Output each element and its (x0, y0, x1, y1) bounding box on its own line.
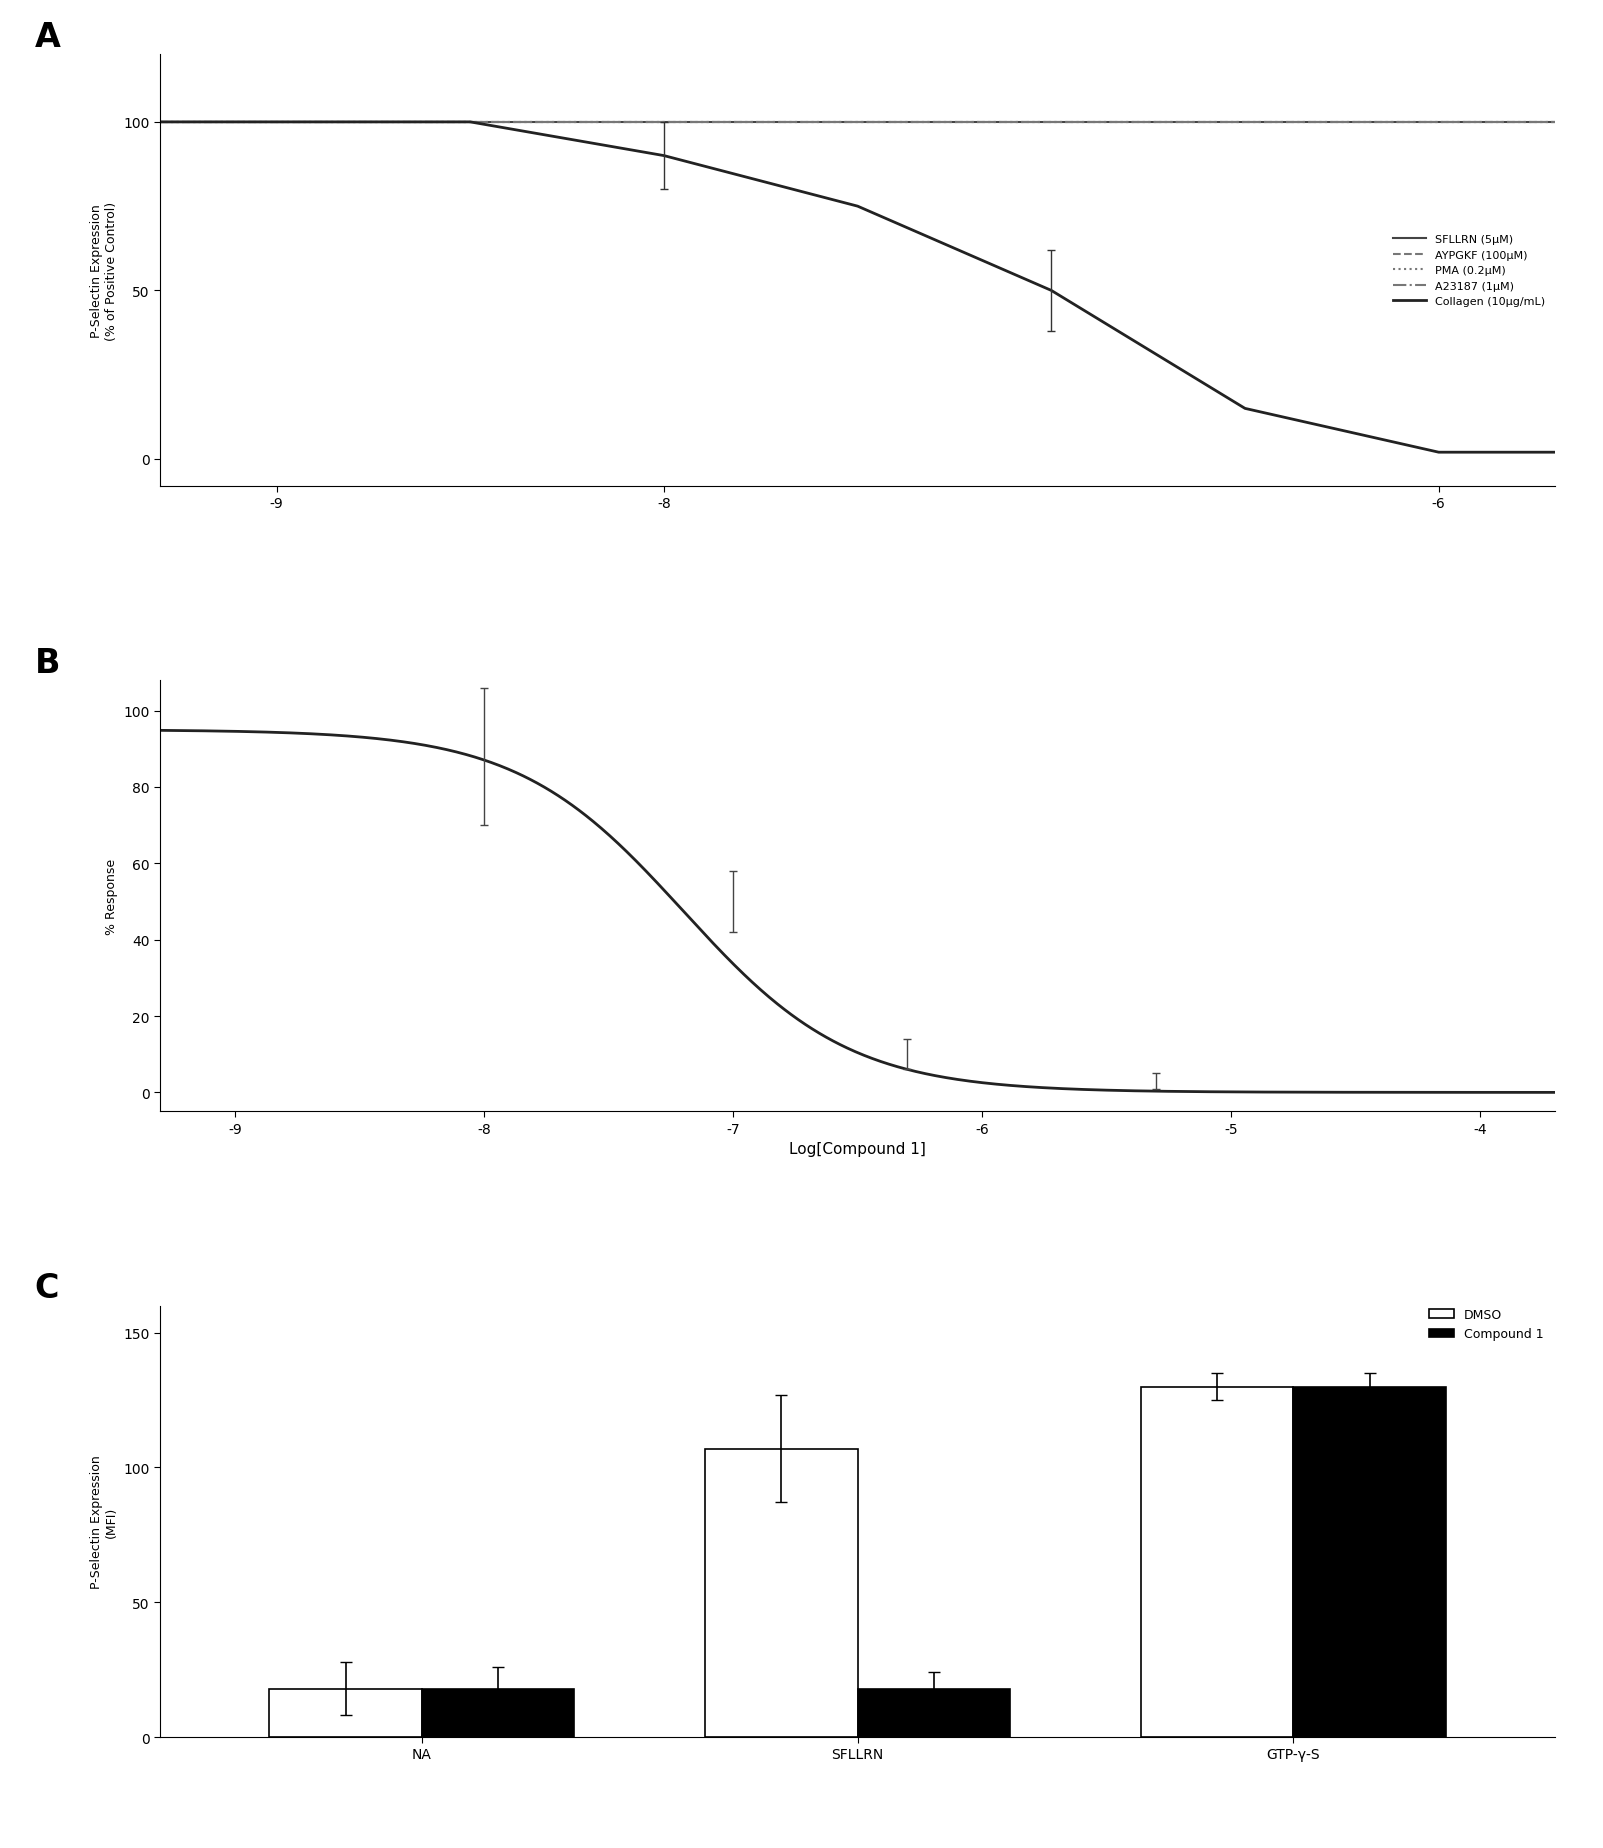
PMA (0.2μM) (654, 111, 673, 133)
Line: Collagen (10μg/mL): Collagen (10μg/mL) (160, 122, 1555, 453)
Collagen (10μg/mL) (1430, 442, 1449, 464)
PMA (0.2μM) (1545, 111, 1565, 133)
Collagen (10μg/mL) (268, 111, 287, 133)
A23187 (1μM) (1545, 111, 1565, 133)
SFLLRN (5μM) (1545, 111, 1565, 133)
AYPGKF (100μM) (1042, 111, 1061, 133)
Collagen (10μg/mL) (151, 111, 170, 133)
A23187 (1μM) (848, 111, 867, 133)
Bar (1294, 1386, 1446, 1737)
SFLLRN (5μM) (1236, 111, 1255, 133)
Y-axis label: P-Selectin Expression
(% of Positive Control): P-Selectin Expression (% of Positive Con… (90, 201, 119, 340)
Text: B: B (35, 647, 61, 680)
Y-axis label: P-Selectin Expression
(MFI): P-Selectin Expression (MFI) (90, 1454, 119, 1589)
Bar (1141, 1386, 1294, 1737)
Bar (705, 1449, 858, 1737)
PMA (0.2μM) (268, 111, 287, 133)
SFLLRN (5μM) (1430, 111, 1449, 133)
PMA (0.2μM) (848, 111, 867, 133)
SFLLRN (5μM) (460, 111, 479, 133)
A23187 (1μM) (151, 111, 170, 133)
Collagen (10μg/mL) (654, 146, 673, 168)
AYPGKF (100μM) (1545, 111, 1565, 133)
AYPGKF (100μM) (151, 111, 170, 133)
PMA (0.2μM) (1430, 111, 1449, 133)
X-axis label: Log[Compound 1]: Log[Compound 1] (789, 1142, 927, 1157)
SFLLRN (5μM) (848, 111, 867, 133)
Legend: DMSO, Compound 1: DMSO, Compound 1 (1423, 1303, 1548, 1345)
Text: A: A (35, 20, 61, 54)
AYPGKF (100μM) (460, 111, 479, 133)
PMA (0.2μM) (1236, 111, 1255, 133)
SFLLRN (5μM) (151, 111, 170, 133)
Bar (858, 1689, 1010, 1737)
AYPGKF (100μM) (1236, 111, 1255, 133)
A23187 (1μM) (654, 111, 673, 133)
AYPGKF (100μM) (268, 111, 287, 133)
Text: C: C (35, 1271, 59, 1305)
Bar (422, 1689, 574, 1737)
Legend: SFLLRN (5μM), AYPGKF (100μM), PMA (0.2μM), A23187 (1μM), Collagen (10μg/mL): SFLLRN (5μM), AYPGKF (100μM), PMA (0.2μM… (1388, 231, 1550, 312)
Y-axis label: % Response: % Response (104, 857, 119, 935)
PMA (0.2μM) (151, 111, 170, 133)
A23187 (1μM) (1042, 111, 1061, 133)
PMA (0.2μM) (460, 111, 479, 133)
A23187 (1μM) (460, 111, 479, 133)
AYPGKF (100μM) (654, 111, 673, 133)
Collagen (10μg/mL) (1545, 442, 1565, 464)
Bar (269, 1689, 422, 1737)
A23187 (1μM) (1236, 111, 1255, 133)
SFLLRN (5μM) (1042, 111, 1061, 133)
Collagen (10μg/mL) (848, 196, 867, 218)
Collagen (10μg/mL) (1042, 281, 1061, 303)
A23187 (1μM) (1430, 111, 1449, 133)
SFLLRN (5μM) (654, 111, 673, 133)
AYPGKF (100μM) (848, 111, 867, 133)
Collagen (10μg/mL) (1236, 397, 1255, 419)
Collagen (10μg/mL) (460, 111, 479, 133)
AYPGKF (100μM) (1430, 111, 1449, 133)
PMA (0.2μM) (1042, 111, 1061, 133)
SFLLRN (5μM) (268, 111, 287, 133)
A23187 (1μM) (268, 111, 287, 133)
